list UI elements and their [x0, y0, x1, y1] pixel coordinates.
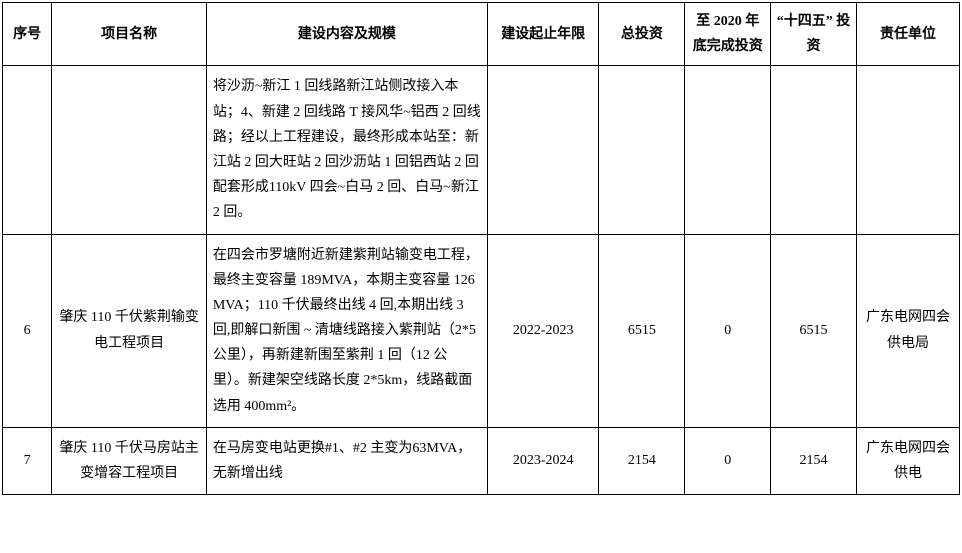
cell-completed-2020: [685, 66, 771, 234]
cell-name: 肇庆 110 千伏马房站主变增容工程项目: [52, 427, 206, 494]
cell-years: [487, 66, 599, 234]
table-body: 将沙沥~新江 1 回线路新江站侧改接入本站；4、新建 2 回线路 T 接风华~铝…: [3, 66, 960, 495]
cell-responsible: 广东电网四会供电局: [856, 234, 959, 427]
cell-plan-145: 6515: [771, 234, 857, 427]
cell-responsible: [856, 66, 959, 234]
cell-total-investment: 6515: [599, 234, 685, 427]
table-row: 6 肇庆 110 千伏紫荆输变电工程项目 在四会市罗塘附近新建紫荆站输变电工程，…: [3, 234, 960, 427]
col-header-name: 项目名称: [52, 3, 206, 66]
col-header-content: 建设内容及规模: [206, 3, 487, 66]
col-header-responsible: 责任单位: [856, 3, 959, 66]
table-row: 将沙沥~新江 1 回线路新江站侧改接入本站；4、新建 2 回线路 T 接风华~铝…: [3, 66, 960, 234]
page-container: 序号 项目名称 建设内容及规模 建设起止年限 总投资 至 2020 年底完成投资…: [0, 0, 962, 497]
cell-total-investment: 2154: [599, 427, 685, 494]
cell-seq: [3, 66, 52, 234]
col-header-plan-145: “十四五” 投资: [771, 3, 857, 66]
cell-seq: 6: [3, 234, 52, 427]
project-table: 序号 项目名称 建设内容及规模 建设起止年限 总投资 至 2020 年底完成投资…: [2, 2, 960, 495]
table-row: 7 肇庆 110 千伏马房站主变增容工程项目 在马房变电站更换#1、#2 主变为…: [3, 427, 960, 494]
cell-seq: 7: [3, 427, 52, 494]
table-header-row: 序号 项目名称 建设内容及规模 建设起止年限 总投资 至 2020 年底完成投资…: [3, 3, 960, 66]
cell-name: 肇庆 110 千伏紫荆输变电工程项目: [52, 234, 206, 427]
col-header-seq: 序号: [3, 3, 52, 66]
col-header-years: 建设起止年限: [487, 3, 599, 66]
col-header-total-investment: 总投资: [599, 3, 685, 66]
cell-responsible: 广东电网四会供电: [856, 427, 959, 494]
cell-completed-2020: 0: [685, 427, 771, 494]
cell-years: 2023-2024: [487, 427, 599, 494]
cell-total-investment: [599, 66, 685, 234]
cell-content: 在马房变电站更换#1、#2 主变为63MVA，无新增出线: [206, 427, 487, 494]
cell-content: 将沙沥~新江 1 回线路新江站侧改接入本站；4、新建 2 回线路 T 接风华~铝…: [206, 66, 487, 234]
col-header-completed-2020: 至 2020 年底完成投资: [685, 3, 771, 66]
cell-name: [52, 66, 206, 234]
cell-content: 在四会市罗塘附近新建紫荆站输变电工程，最终主变容量 189MVA，本期主变容量 …: [206, 234, 487, 427]
cell-plan-145: 2154: [771, 427, 857, 494]
cell-years: 2022-2023: [487, 234, 599, 427]
cell-completed-2020: 0: [685, 234, 771, 427]
cell-plan-145: [771, 66, 857, 234]
